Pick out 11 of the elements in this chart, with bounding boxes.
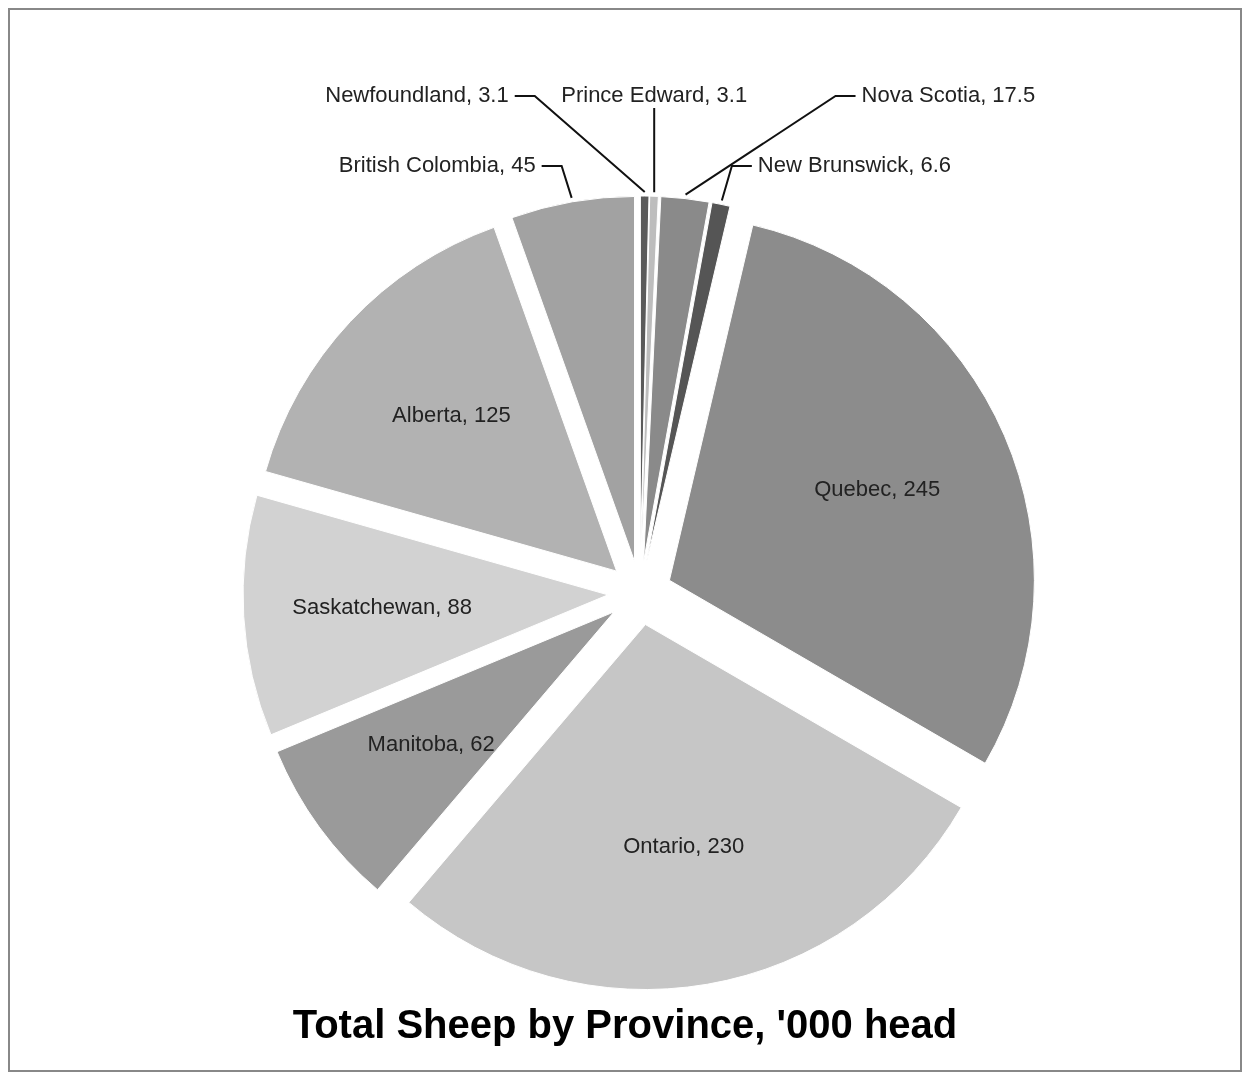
slice-label: New Brunswick, 6.6 bbox=[757, 151, 952, 177]
slice-label: Saskatchewan, 88 bbox=[292, 593, 473, 619]
slice-label: British Colombia, 45 bbox=[338, 151, 536, 177]
text: Total Sheep by Province, '000 head bbox=[292, 1002, 958, 1046]
slice-label: Prince Edward, 3.1 bbox=[561, 81, 748, 107]
slice-label: Manitoba, 62 bbox=[367, 730, 495, 756]
slice-label: Alberta, 125 bbox=[392, 402, 511, 428]
slice-label: Ontario, 230 bbox=[623, 833, 745, 859]
slice-label: Quebec, 245 bbox=[814, 476, 941, 502]
slice-label: Newfoundland, 3.1 bbox=[325, 81, 509, 107]
slice-label: Nova Scotia, 17.5 bbox=[861, 81, 1036, 107]
